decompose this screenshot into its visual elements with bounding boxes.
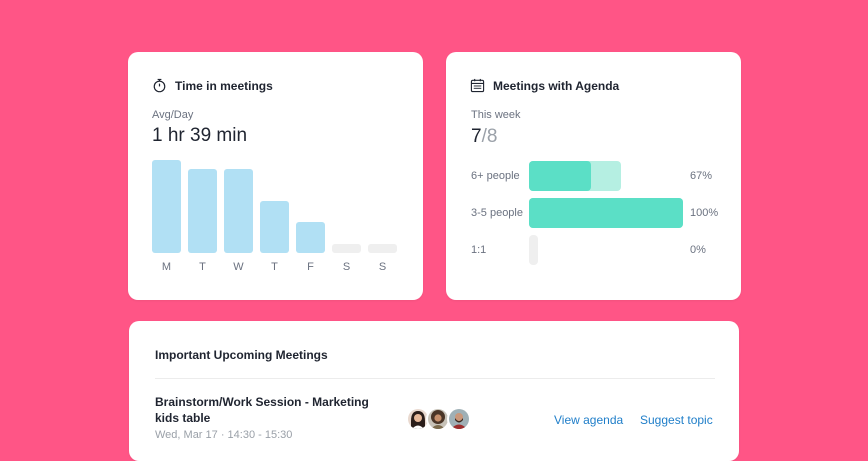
- agenda-row-label: 3-5 people: [471, 207, 523, 219]
- attendee-avatar[interactable]: [447, 407, 471, 431]
- agenda-card-header: Meetings with Agenda: [470, 78, 619, 93]
- daily-bar-chart: [152, 160, 402, 253]
- day-label: S: [378, 261, 387, 273]
- day-label: T: [271, 261, 278, 273]
- upcoming-meetings-title: Important Upcoming Meetings: [155, 348, 328, 362]
- attendee-avatar[interactable]: [406, 407, 430, 431]
- agenda-ratio-denominator: /8: [481, 126, 498, 147]
- avg-day-label: Avg/Day: [152, 109, 194, 121]
- day-bar: [224, 169, 253, 253]
- meeting-title: Brainstorm/Work Session - Marketing kids…: [155, 395, 369, 425]
- stopwatch-icon: [152, 78, 167, 93]
- day-label: M: [161, 261, 172, 273]
- divider: [155, 378, 715, 379]
- agenda-row-percent: 67%: [690, 170, 713, 182]
- day-bar: [332, 244, 361, 253]
- agenda-row-label: 1:1: [471, 244, 487, 256]
- day-label: T: [199, 261, 206, 273]
- agenda-bar-filled: [529, 161, 591, 191]
- day-bar: [152, 160, 181, 253]
- meeting-time: Wed, Mar 17 · 14:30 - 15:30: [155, 429, 293, 441]
- day-bar: [296, 222, 325, 253]
- calendar-icon: [470, 78, 485, 93]
- attendee-avatar[interactable]: [426, 407, 450, 431]
- day-bar: [368, 244, 397, 253]
- agenda-bar-empty: [529, 235, 538, 265]
- day-label: S: [342, 261, 351, 273]
- day-label: F: [307, 261, 314, 273]
- meetings-with-agenda-card: Meetings with Agenda This week 7/8 6+ pe…: [446, 52, 741, 300]
- time-in-meetings-card: Time in meetings Avg/Day 1 hr 39 min M T W…: [128, 52, 423, 300]
- agenda-bar-filled: [529, 198, 683, 228]
- avg-day-value: 1 hr 39 min: [152, 125, 248, 146]
- agenda-ratio-numerator: 7: [471, 126, 482, 147]
- time-card-header: Time in meetings: [152, 78, 273, 93]
- upcoming-meetings-card: Important Upcoming Meetings Brainstorm/W…: [129, 321, 739, 461]
- agenda-row-percent: 0%: [690, 244, 706, 256]
- agenda-ratio: 7/8: [471, 126, 497, 148]
- agenda-row-label: 6+ people: [471, 170, 520, 182]
- suggest-topic-link[interactable]: Suggest topic: [640, 413, 713, 427]
- time-card-title: Time in meetings: [175, 78, 273, 93]
- agenda-card-title: Meetings with Agenda: [493, 78, 620, 93]
- view-agenda-link[interactable]: View agenda: [554, 413, 624, 427]
- day-bar: [260, 201, 289, 253]
- this-week-label: This week: [471, 109, 521, 121]
- agenda-row-percent: 100%: [690, 207, 719, 219]
- day-bar: [188, 169, 217, 253]
- day-label: W: [233, 261, 244, 273]
